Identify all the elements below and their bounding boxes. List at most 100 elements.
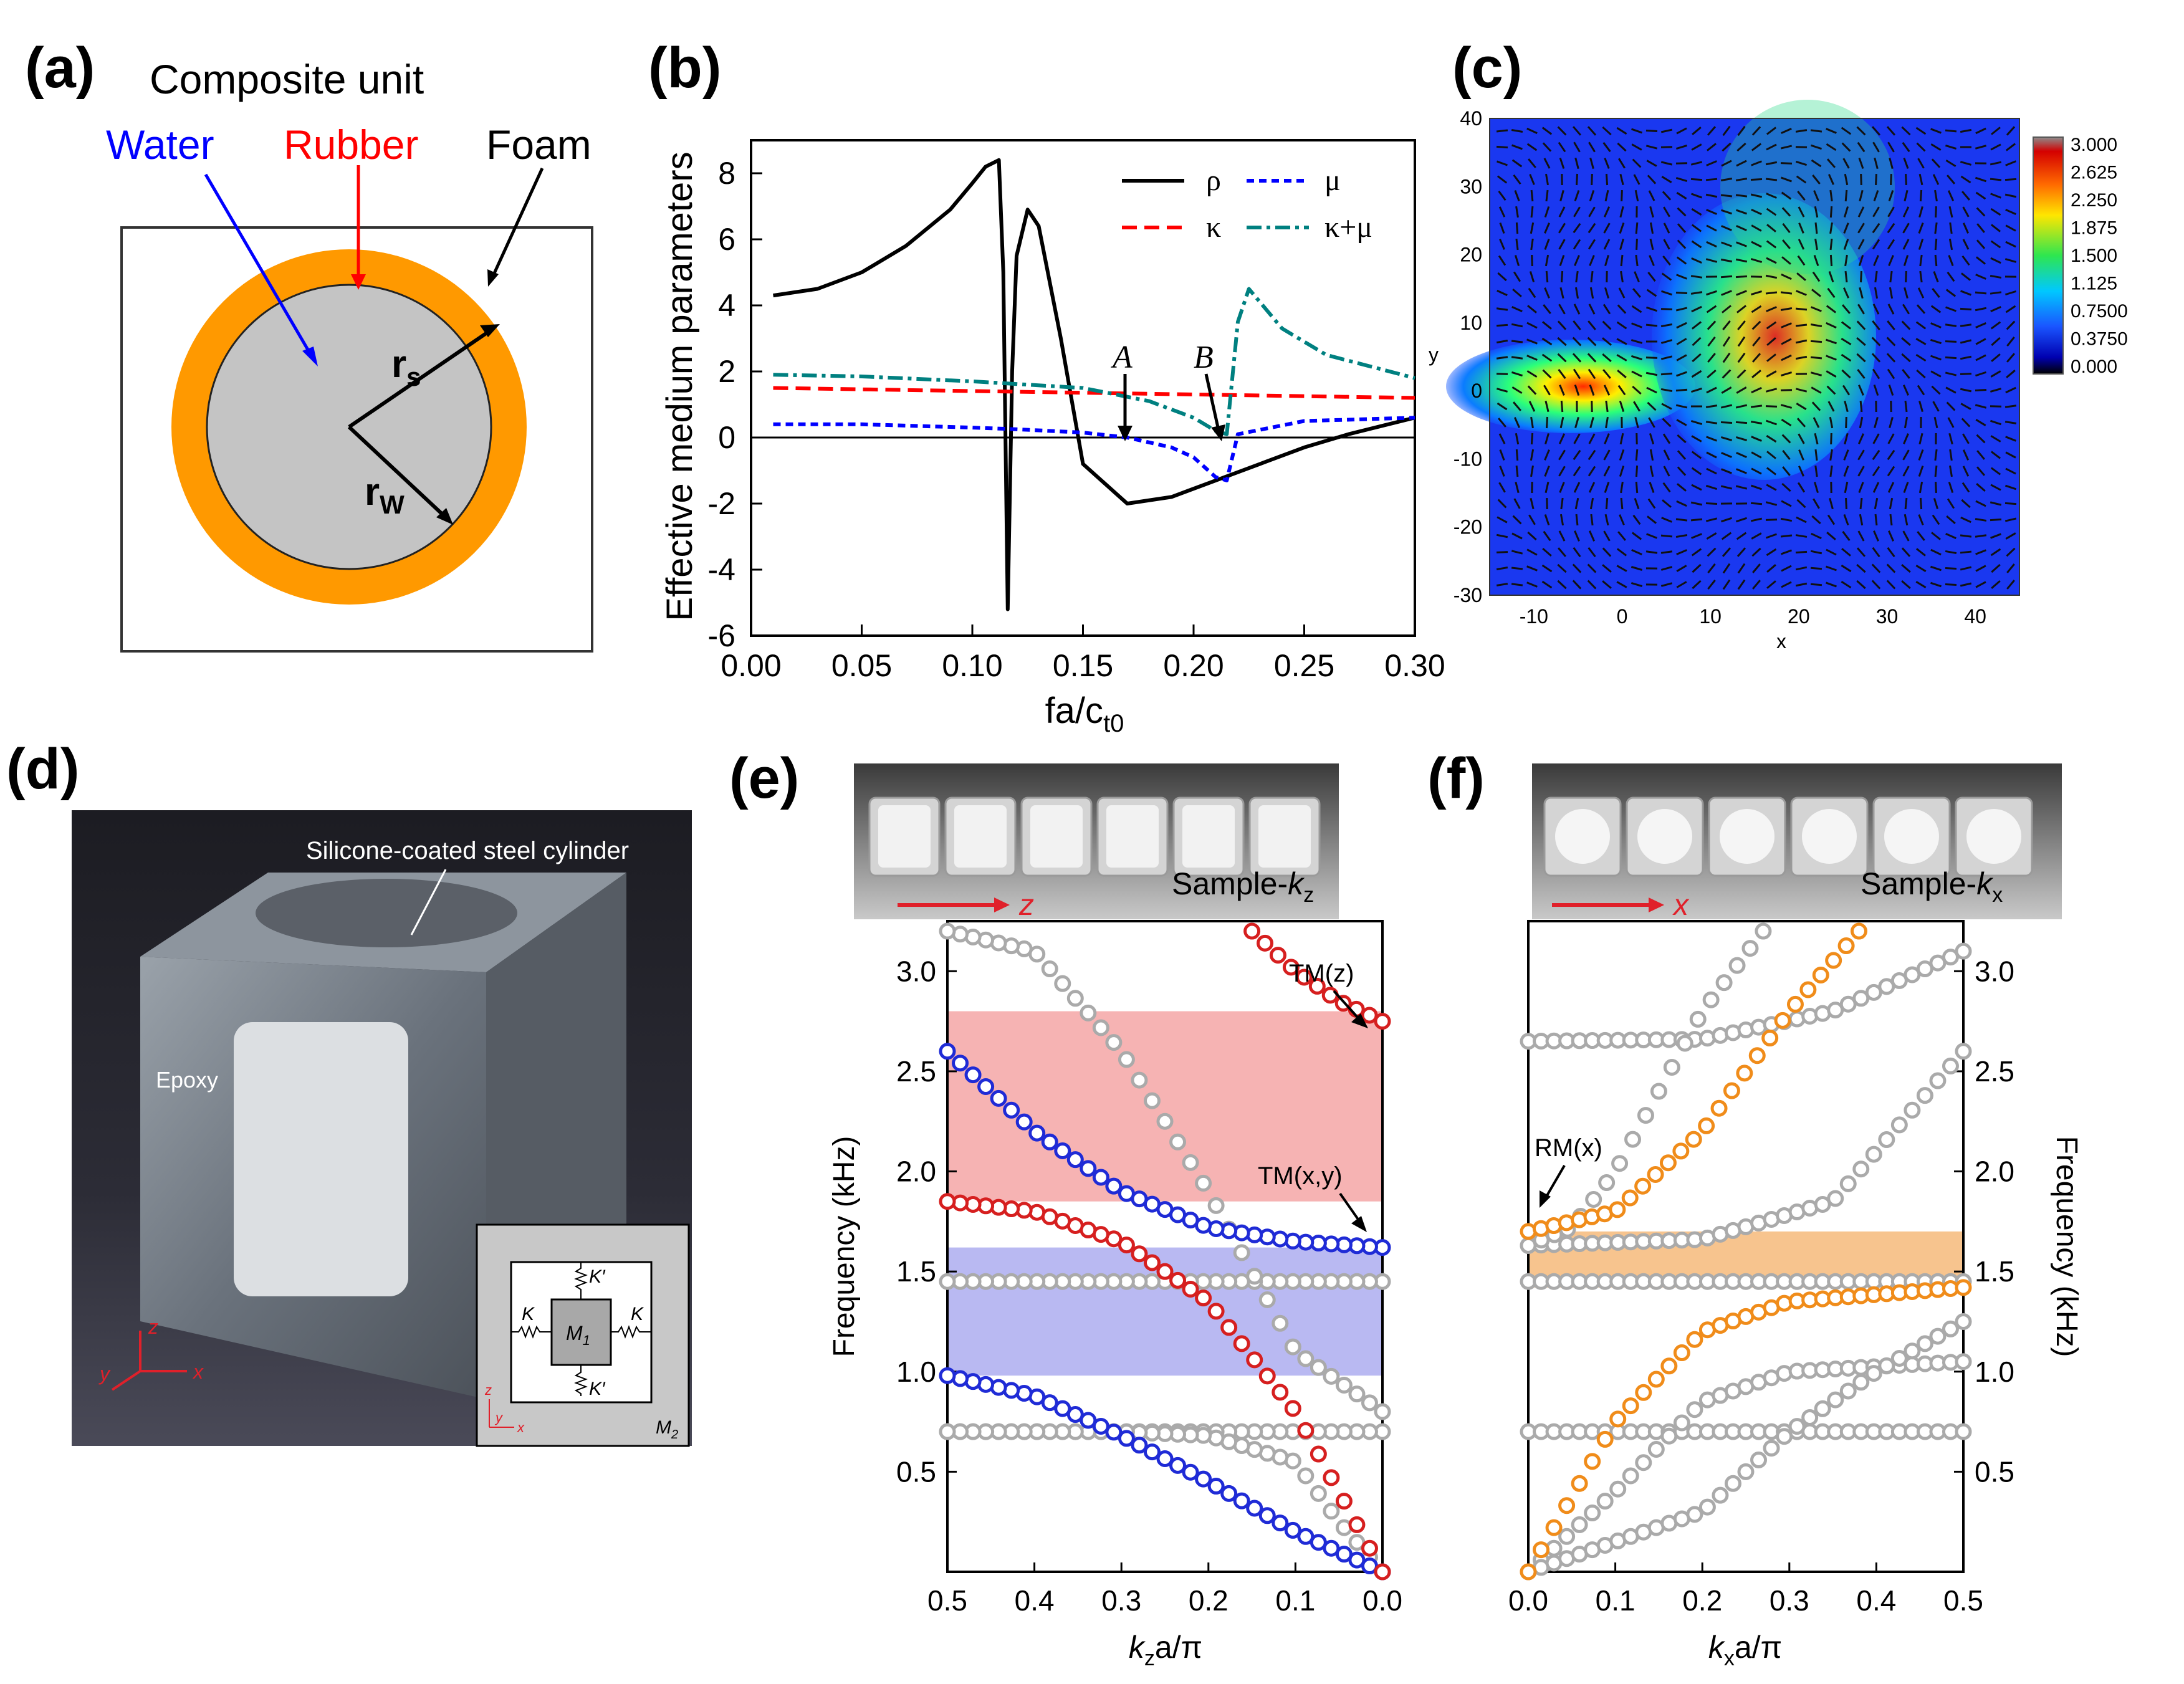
chart-f-point-gray-low bbox=[1865, 1365, 1882, 1382]
field-vector bbox=[1948, 433, 1953, 445]
field-vector bbox=[1511, 159, 1523, 168]
field-vector bbox=[1934, 222, 1938, 234]
field-vector bbox=[1721, 452, 1732, 458]
field-vector bbox=[1543, 158, 1551, 169]
field-vector bbox=[1675, 518, 1688, 522]
field-vector bbox=[1691, 548, 1702, 557]
chart-b-ytick-label: 0 bbox=[718, 420, 735, 455]
field-vector bbox=[1990, 274, 2002, 279]
chart-f-point-gray-steep bbox=[1611, 1155, 1629, 1172]
field-vector bbox=[1751, 320, 1761, 330]
field-vector bbox=[1810, 371, 1822, 376]
chart-f-point-gray-1.0 bbox=[1673, 1414, 1690, 1432]
field-vector bbox=[1511, 371, 1523, 377]
chart-f-point-gray-steep bbox=[1637, 1107, 1654, 1124]
field-vector bbox=[1677, 223, 1687, 233]
field-vector bbox=[1888, 530, 1894, 542]
field-vector bbox=[1616, 565, 1627, 572]
field-vector bbox=[1902, 206, 1910, 218]
chart-e-point-gray-upper bbox=[1246, 1268, 1263, 1285]
field-vector bbox=[1858, 254, 1864, 267]
field-vector bbox=[1635, 449, 1639, 461]
field-vector bbox=[1975, 291, 1987, 295]
chart-f-xtick-label: 0.1 bbox=[1596, 1584, 1636, 1617]
chart-e-point-red-mid bbox=[1182, 1280, 1199, 1298]
field-vector bbox=[1751, 305, 1762, 313]
chart-e-point-blue-upper bbox=[1015, 1113, 1033, 1131]
field-vector bbox=[1649, 465, 1654, 477]
field-vector bbox=[1660, 566, 1673, 571]
field-vector bbox=[1691, 321, 1702, 330]
field-vector bbox=[1559, 514, 1564, 526]
field-vector bbox=[1826, 143, 1837, 151]
chart-e-point-red-top bbox=[1257, 934, 1274, 952]
field-vector bbox=[1690, 275, 1703, 279]
panel-label-f: (f) bbox=[1427, 747, 1485, 810]
field-vector bbox=[1975, 404, 1987, 409]
sample-kz-cylinder bbox=[878, 805, 931, 868]
field-vector bbox=[1631, 549, 1642, 555]
field-vector bbox=[1960, 128, 1972, 133]
field-vector bbox=[1735, 517, 1748, 523]
photo-axis-y: y bbox=[98, 1362, 111, 1385]
field-vector bbox=[1961, 418, 1971, 428]
chart-f-point-gray-1.0 bbox=[1955, 1353, 1972, 1371]
field-vector bbox=[1795, 566, 1808, 571]
field-vector bbox=[1826, 565, 1837, 572]
field-vector bbox=[1902, 222, 1910, 234]
field-vector bbox=[1514, 190, 1520, 201]
field-vector bbox=[1588, 449, 1596, 461]
field-vector bbox=[1660, 161, 1673, 166]
chart-e-point-blue-lower bbox=[1169, 1457, 1187, 1474]
field-vector bbox=[1660, 290, 1673, 296]
field-vector bbox=[1826, 355, 1837, 361]
chart-e-point-blue-upper bbox=[1080, 1160, 1097, 1177]
field-vector bbox=[1541, 564, 1553, 573]
field-vector bbox=[1572, 126, 1582, 136]
field-vector bbox=[1511, 129, 1523, 133]
field-vector bbox=[1588, 320, 1596, 330]
field-vector bbox=[1902, 530, 1910, 542]
field-vector bbox=[1930, 128, 1942, 134]
field-vector bbox=[2006, 337, 2015, 347]
chart-f-point-gray-1.63 bbox=[1916, 1087, 1933, 1104]
label-foam: Foam bbox=[486, 122, 592, 168]
field-vector bbox=[1588, 466, 1596, 477]
inset-label-kp-bottom: K′ bbox=[589, 1379, 606, 1399]
field-vector bbox=[1496, 339, 1508, 344]
rubber-arrow-head bbox=[351, 274, 366, 290]
field-ytick-label: 0 bbox=[1471, 380, 1482, 402]
field-ytick-label: 30 bbox=[1460, 175, 1482, 198]
field-vector bbox=[1826, 338, 1837, 345]
field-vector bbox=[2006, 370, 2016, 378]
chart-e-point-gray-upper bbox=[1092, 1019, 1109, 1036]
chart-e-point-gray-upper bbox=[1066, 990, 1084, 1007]
field-vector bbox=[1856, 580, 1866, 590]
annotation-b: B bbox=[1194, 340, 1214, 375]
field-vector bbox=[1750, 257, 1763, 264]
chart-f-point-gray-1.63 bbox=[1827, 1190, 1844, 1207]
field-vector bbox=[1735, 421, 1748, 424]
field-vector bbox=[1976, 450, 1985, 460]
field-vector bbox=[1843, 206, 1849, 218]
field-vector bbox=[1690, 419, 1703, 426]
field-vector bbox=[1543, 304, 1551, 314]
field-vector bbox=[1751, 143, 1762, 151]
chart-f-point-gray-1.0 bbox=[1571, 1516, 1588, 1533]
field-vector bbox=[1720, 178, 1733, 181]
field-vector bbox=[1497, 272, 1507, 282]
field-vector bbox=[1918, 400, 1923, 413]
chart-f-point-orange-rm bbox=[1659, 1154, 1677, 1172]
chart-f-point-orange-rm bbox=[1748, 1047, 1766, 1064]
chart-e-point-gray-upper bbox=[1284, 1338, 1301, 1356]
field-vector bbox=[1675, 177, 1688, 182]
chart-f-ytick-label: 0.5 bbox=[1975, 1455, 2014, 1488]
chart-b-series-kappa bbox=[773, 386, 1415, 400]
field-vector bbox=[1529, 174, 1535, 185]
field-vector bbox=[1722, 352, 1731, 363]
annotation-a: A bbox=[1111, 340, 1133, 375]
inset-axis-x: x bbox=[517, 1420, 525, 1435]
field-vector bbox=[1513, 174, 1521, 185]
field-vector bbox=[1660, 355, 1673, 360]
